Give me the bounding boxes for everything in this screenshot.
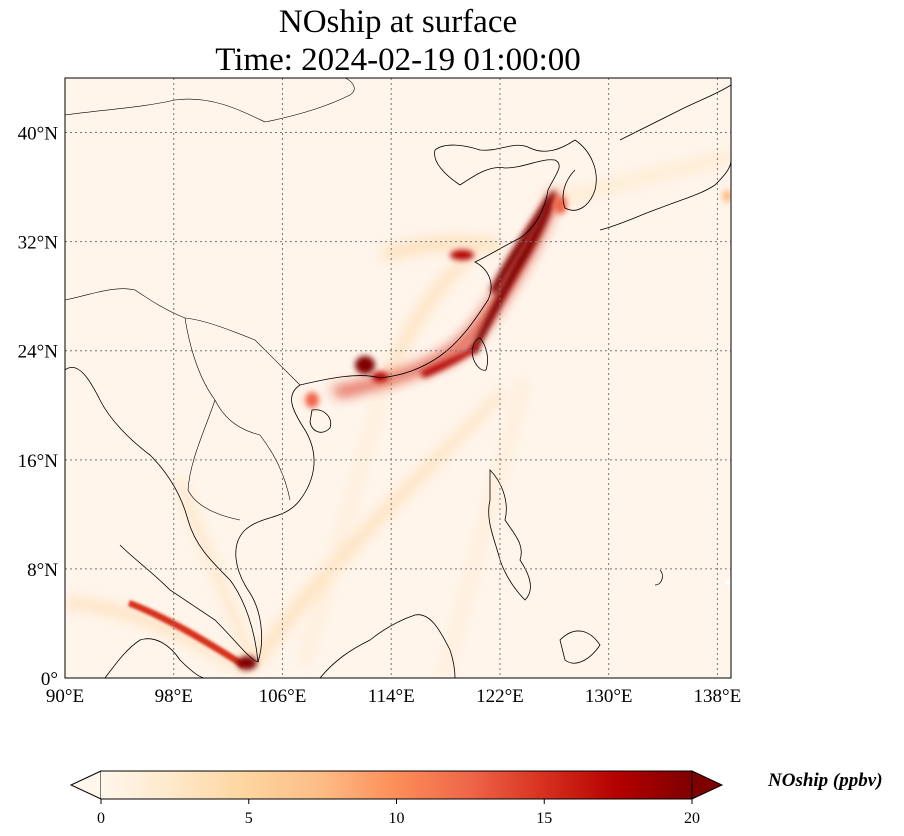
lane-east-china-sea [470,190,556,354]
country-borders [65,78,355,521]
coast-bohai [434,139,576,186]
colorbar: 0 5 10 15 20 [69,770,724,827]
colorbar-ticks: 0 5 10 15 20 [97,799,700,827]
plume-vietnam-coast [300,380,388,664]
longitude-labels: 90°E 98°E 106°E 114°E 122°E 130°E 138°E [46,686,741,707]
coast-taiwan [471,337,488,371]
hotspot-korea [553,196,567,214]
longitude-tick-label: 122°E [476,686,524,707]
longitude-tick-label: 138°E [694,686,742,707]
coast-japan-south [599,159,731,231]
coast-japan-north [619,84,731,141]
coast-philippines [488,469,531,601]
hotspot-shanghai [450,250,474,260]
longitude-tick-label: 130°E [585,686,633,707]
latitude-tick-label: 32°N [18,233,59,254]
plume-yangtze [380,237,500,262]
plume-inland [380,250,478,388]
latitude-tick-label: 8°N [27,560,58,581]
longitude-tick-label: 98°E [155,686,193,707]
colorbar-tick-label: 15 [536,810,552,827]
coast-indochina-west [65,367,259,663]
lane-malacca-strait [128,600,245,668]
longitude-tick-label: 90°E [46,686,84,707]
latitude-labels: 0° 8°N 16°N 24°N 32°N 40°N [18,124,59,690]
border-mongolia [65,78,355,123]
colorbar-tick-label: 0 [97,810,105,827]
coast-korea [562,139,597,211]
hotspot-hong-kong [372,372,388,382]
plume-japan-route [545,150,731,210]
latitude-tick-label: 0° [41,669,58,690]
lane-yellow-sea [490,195,552,295]
coastlines [65,84,731,678]
coast-mindanao [559,630,601,664]
latitude-tick-label: 24°N [18,342,59,363]
hotspot-japan-sea [722,190,731,202]
colorbar-tick-label: 10 [389,810,405,827]
longitude-tick-label: 106°E [259,686,307,707]
coast-hainan [309,409,332,433]
map-frame [64,77,732,679]
latitude-tick-label: 40°N [18,124,59,145]
gridlines [65,78,731,678]
colorbar-tick-label: 5 [245,810,253,827]
coast-china-east [299,159,560,386]
colorbar-extend-max [691,770,724,800]
plume-philippines-route [440,380,528,678]
coast-borneo [319,614,456,678]
lane-taiwan-strait [420,345,478,378]
map-panel [65,78,731,678]
plume-thailand-gulf [176,478,254,662]
plume-malacca-west [65,598,250,675]
shipping-lanes [128,188,731,670]
border-myanmar-laos [184,317,261,436]
coast-indochina-east [235,384,315,663]
latitude-tick-label: 16°N [18,451,59,472]
map-title-line1: NOship at surface [278,4,518,40]
lane-china-coast-glow [330,188,560,398]
map-title-line2: Time: 2024-02-19 01:00:00 [215,42,581,78]
border-laos-vietnam [259,434,291,501]
colorbar-label: NOship (ppbv) [768,770,883,791]
longitude-tick-label: 114°E [368,686,415,707]
colorbar-tick-label: 20 [684,810,700,827]
hotspot-pearl-river [355,356,375,374]
hotspot-singapore [237,656,257,670]
missing-data-patch [725,579,731,585]
coast-sumatra [104,638,206,678]
colorbar-body [101,771,692,799]
coast-islands [654,569,663,586]
colorbar-extend-min [69,770,102,800]
hotspot-hainan [305,392,319,408]
border-thailand [187,399,241,521]
